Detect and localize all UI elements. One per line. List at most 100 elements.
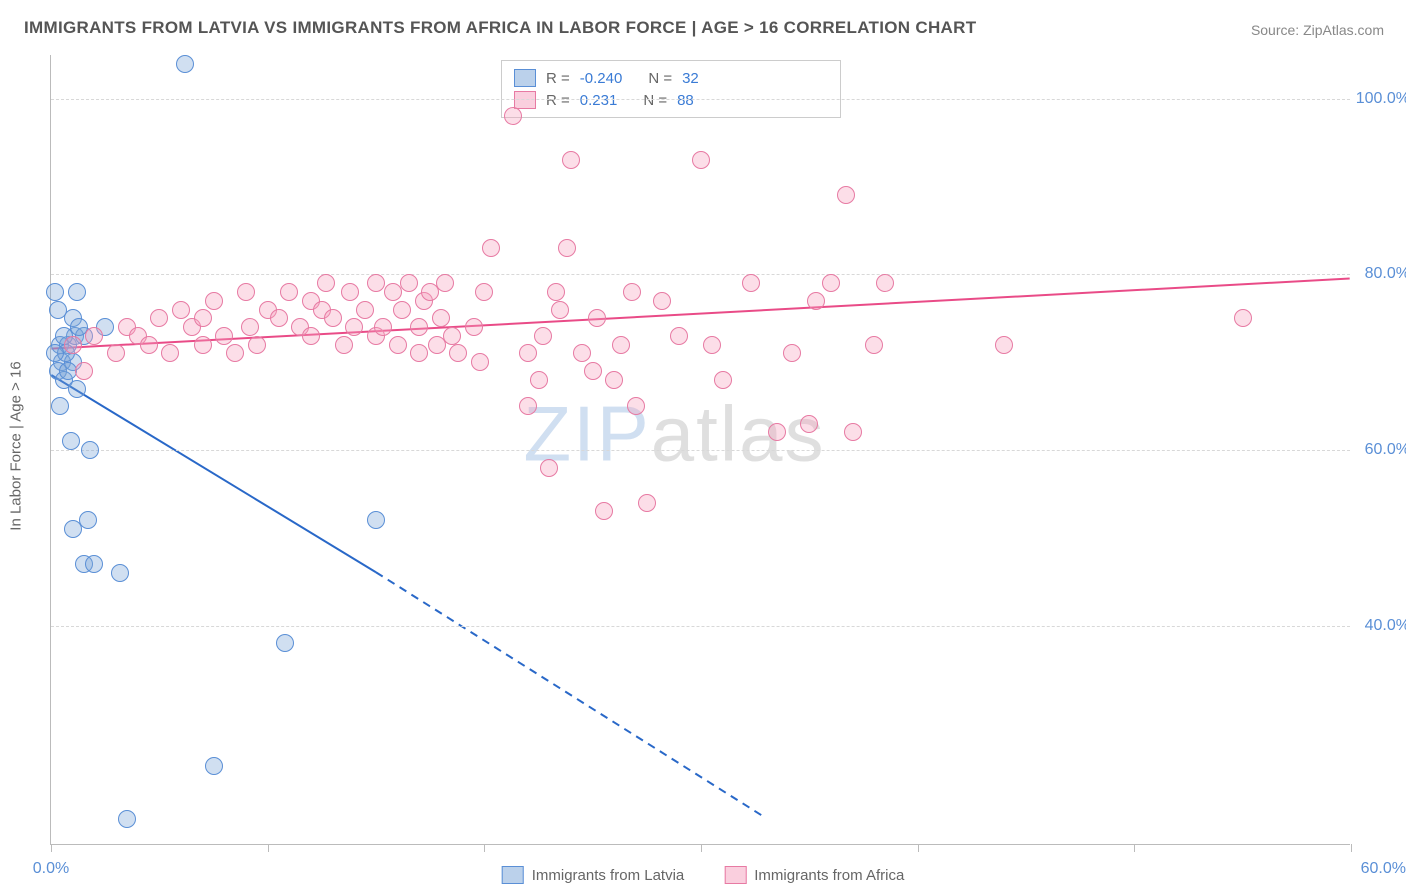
scatter-point-africa [172, 301, 190, 319]
plot-area: ZIPatlas R = -0.240 N = 32 R = 0.231 N =… [50, 55, 1350, 845]
scatter-point-africa [800, 415, 818, 433]
r-value-latvia: -0.240 [580, 70, 623, 87]
legend-swatch-blue [514, 69, 536, 87]
scatter-point-latvia [79, 511, 97, 529]
scatter-point-africa [783, 344, 801, 362]
scatter-point-africa [714, 371, 732, 389]
scatter-point-africa [374, 318, 392, 336]
scatter-point-latvia [62, 432, 80, 450]
chart-title: IMMIGRANTS FROM LATVIA VS IMMIGRANTS FRO… [24, 18, 976, 38]
y-tick-label: 60.0% [1355, 441, 1406, 459]
scatter-point-africa [194, 309, 212, 327]
scatter-point-africa [623, 283, 641, 301]
scatter-point-africa [547, 283, 565, 301]
trend-line [51, 375, 376, 572]
scatter-point-latvia [85, 555, 103, 573]
scatter-point-africa [865, 336, 883, 354]
scatter-point-africa [584, 362, 602, 380]
scatter-point-africa [482, 239, 500, 257]
scatter-point-africa [530, 371, 548, 389]
scatter-point-africa [317, 274, 335, 292]
scatter-point-africa [692, 151, 710, 169]
scatter-point-africa [85, 327, 103, 345]
scatter-point-africa [107, 344, 125, 362]
scatter-point-africa [670, 327, 688, 345]
scatter-point-africa [551, 301, 569, 319]
scatter-point-africa [837, 186, 855, 204]
n-value-africa: 88 [677, 92, 694, 109]
scatter-point-africa [410, 344, 428, 362]
r-label: R = [546, 92, 570, 109]
grid-line [51, 450, 1350, 451]
correlation-legend: R = -0.240 N = 32 R = 0.231 N = 88 [501, 60, 841, 118]
scatter-point-latvia [68, 283, 86, 301]
x-tick-label: 0.0% [33, 860, 69, 878]
scatter-point-africa [341, 283, 359, 301]
legend-swatch-blue [502, 866, 524, 884]
scatter-point-africa [140, 336, 158, 354]
scatter-point-africa [150, 309, 168, 327]
scatter-point-africa [194, 336, 212, 354]
n-label: N = [643, 92, 667, 109]
n-value-latvia: 32 [682, 70, 699, 87]
x-tick [701, 844, 702, 852]
legend-row-latvia: R = -0.240 N = 32 [514, 67, 828, 89]
x-tick [484, 844, 485, 852]
r-label: R = [546, 70, 570, 87]
n-label: N = [648, 70, 672, 87]
scatter-point-africa [367, 274, 385, 292]
scatter-point-africa [638, 494, 656, 512]
scatter-point-africa [595, 502, 613, 520]
scatter-point-africa [995, 336, 1013, 354]
scatter-point-africa [562, 151, 580, 169]
scatter-point-latvia [81, 441, 99, 459]
scatter-point-africa [573, 344, 591, 362]
legend-row-africa: R = 0.231 N = 88 [514, 89, 828, 111]
scatter-point-africa [356, 301, 374, 319]
chart-container: IMMIGRANTS FROM LATVIA VS IMMIGRANTS FRO… [0, 0, 1406, 892]
grid-line [51, 99, 1350, 100]
scatter-point-africa [588, 309, 606, 327]
scatter-point-africa [471, 353, 489, 371]
scatter-point-latvia [118, 810, 136, 828]
scatter-point-africa [345, 318, 363, 336]
y-tick-label: 80.0% [1355, 265, 1406, 283]
scatter-point-africa [432, 309, 450, 327]
scatter-point-latvia [46, 344, 64, 362]
y-axis-title: In Labor Force | Age > 16 [8, 361, 25, 530]
scatter-point-africa [1234, 309, 1252, 327]
x-tick-label: 60.0% [1361, 860, 1406, 878]
scatter-point-africa [742, 274, 760, 292]
legend-item-africa: Immigrants from Africa [724, 866, 904, 884]
scatter-point-latvia [46, 283, 64, 301]
grid-line [51, 274, 1350, 275]
scatter-point-africa [75, 362, 93, 380]
scatter-point-africa [64, 336, 82, 354]
x-tick [1351, 844, 1352, 852]
x-tick [51, 844, 52, 852]
scatter-point-africa [844, 423, 862, 441]
r-value-africa: 0.231 [580, 92, 618, 109]
scatter-point-africa [335, 336, 353, 354]
scatter-point-africa [302, 327, 320, 345]
scatter-point-africa [605, 371, 623, 389]
legend-label-africa: Immigrants from Africa [754, 867, 904, 884]
scatter-point-africa [237, 283, 255, 301]
scatter-point-africa [324, 309, 342, 327]
series-legend: Immigrants from Latvia Immigrants from A… [502, 866, 905, 884]
scatter-point-latvia [367, 511, 385, 529]
legend-swatch-pink [724, 866, 746, 884]
scatter-point-latvia [111, 564, 129, 582]
scatter-point-africa [612, 336, 630, 354]
scatter-point-africa [226, 344, 244, 362]
legend-label-latvia: Immigrants from Latvia [532, 867, 685, 884]
scatter-point-africa [215, 327, 233, 345]
scatter-point-africa [540, 459, 558, 477]
grid-line [51, 626, 1350, 627]
scatter-point-africa [504, 107, 522, 125]
y-tick-label: 40.0% [1355, 617, 1406, 635]
scatter-point-africa [465, 318, 483, 336]
scatter-point-africa [443, 327, 461, 345]
scatter-point-africa [270, 309, 288, 327]
scatter-point-africa [248, 336, 266, 354]
